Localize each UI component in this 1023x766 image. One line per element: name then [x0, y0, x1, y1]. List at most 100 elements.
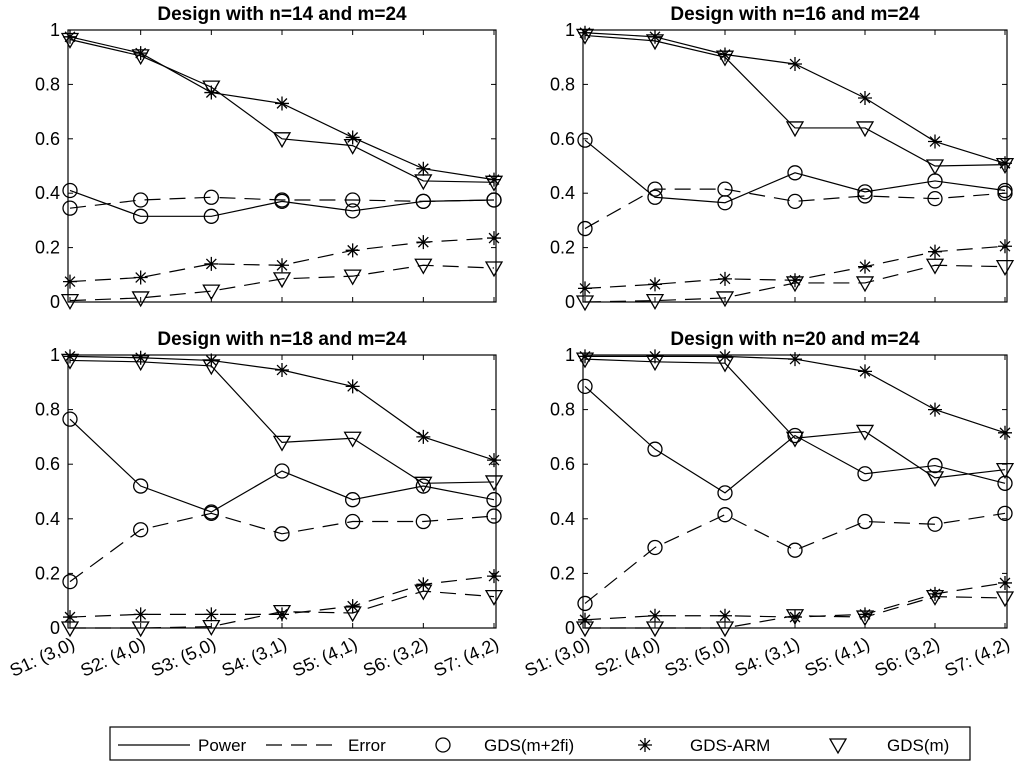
data-point: [998, 156, 1012, 171]
data-point: [577, 132, 593, 148]
y-tick-label: 0.4: [35, 509, 60, 529]
data-point: [131, 291, 150, 308]
legend-label: GDS(m): [887, 736, 949, 755]
series-line: [584, 385, 1006, 494]
data-point: [785, 431, 805, 448]
legend-label: GDS(m+2fi): [484, 736, 574, 755]
data-point: [343, 431, 362, 448]
data-point: [63, 349, 77, 364]
series-gdsfi-error: [577, 505, 1013, 612]
x-tick-label: S4: (3,1): [219, 633, 290, 680]
data-point: [995, 157, 1015, 174]
data-point: [414, 476, 433, 493]
data-point: [787, 193, 803, 210]
data-point: [131, 621, 150, 638]
data-point: [60, 32, 80, 49]
series-gdsfi-error: [62, 189, 502, 216]
legend-label: GDS-ARM: [690, 736, 770, 755]
data-point: [60, 293, 80, 310]
data-point: [484, 175, 504, 192]
data-point: [60, 353, 80, 370]
data-point: [645, 293, 665, 310]
legend-box: [109, 726, 971, 761]
series-gdsfi-power: [62, 411, 502, 520]
data-point: [60, 621, 80, 638]
data-point: [275, 607, 289, 622]
data-point: [345, 130, 360, 145]
series-arm-power: [63, 29, 501, 187]
series-gdsfi-power: [577, 378, 1013, 501]
series-gdsm-power: [60, 353, 504, 493]
data-point: [855, 276, 875, 293]
legend-label: Error: [348, 736, 386, 755]
y-tick-label: 0.8: [550, 74, 575, 94]
y-tick-label: 0: [50, 618, 60, 638]
series-gdsfi-power: [62, 182, 502, 224]
series-gdsm-error: [575, 258, 1015, 312]
series-gdsfi-error: [577, 181, 1013, 237]
series-arm-power: [63, 349, 501, 468]
x-tick-label: S1: (3,0): [522, 633, 593, 680]
y-tick-label: 0.6: [550, 454, 575, 474]
data-point: [487, 569, 501, 584]
data-point: [343, 269, 362, 286]
data-point: [997, 475, 1013, 491]
data-point: [203, 208, 219, 224]
data-point: [345, 203, 361, 219]
data-point: [857, 184, 873, 200]
data-point: [62, 182, 78, 199]
data-point: [414, 258, 433, 275]
series-line: [70, 590, 495, 629]
data-point: [715, 50, 735, 67]
data-point: [995, 259, 1015, 276]
data-point: [787, 542, 803, 558]
data-point: [62, 200, 78, 216]
data-point: [133, 522, 149, 538]
x-tick-label: S3: (5,0): [662, 633, 733, 680]
data-point: [486, 192, 502, 208]
data-point: [718, 608, 732, 623]
data-point: [785, 121, 805, 138]
data-point: [788, 57, 802, 71]
legend-item-arm: GDS-ARM: [638, 736, 770, 755]
data-point: [133, 192, 149, 208]
axes-box: [582, 354, 1008, 629]
data-point: [858, 259, 872, 274]
data-point: [998, 425, 1012, 440]
series-gdsm-power: [575, 28, 1015, 176]
subplot-4: Design with n=20 and m=24 0 0.2 0.4 0.6 0.8 1 S…: [522, 329, 1015, 681]
data-point: [275, 363, 289, 378]
y-tick-label: 0: [565, 618, 575, 638]
y-tick-label: 0.4: [550, 183, 575, 203]
x-tick-label: S5: (4,1): [289, 633, 360, 680]
data-point: [484, 475, 504, 492]
data-point: [484, 589, 504, 606]
data-point: [133, 270, 148, 285]
data-point: [487, 453, 501, 468]
y-tick-label: 0.4: [35, 183, 60, 203]
x-tick-label: S2: (4,0): [592, 633, 663, 680]
series-line: [584, 512, 1006, 604]
legend-item-gdsfi: GDS(m+2fi): [435, 736, 574, 755]
series-arm-power: [578, 349, 1012, 440]
data-point: [787, 427, 803, 444]
data-point: [645, 621, 665, 638]
data-point: [203, 189, 219, 205]
x-tick-label: S4: (3,1): [732, 633, 803, 680]
y-tick-label: 0.2: [35, 238, 60, 258]
data-point: [202, 619, 221, 636]
y-tick-label: 0.8: [35, 74, 60, 94]
data-point: [645, 355, 665, 372]
subplot-1: Design with n=14 and m=24 0 0.2 0.4 0.6 0.8 1: [35, 4, 504, 312]
legend-label: Power: [198, 736, 247, 755]
data-point: [925, 471, 945, 488]
subplot-3: Design with n=18 and m=24 0 0.2 0.4 0.6 0.8 1 S…: [7, 329, 504, 681]
series-gdsm-error: [60, 258, 504, 310]
data-point: [275, 258, 289, 273]
series-arm-error: [578, 239, 1012, 296]
data-point: [272, 132, 292, 149]
y-tick-label: 0: [565, 292, 575, 312]
data-point: [416, 235, 431, 250]
